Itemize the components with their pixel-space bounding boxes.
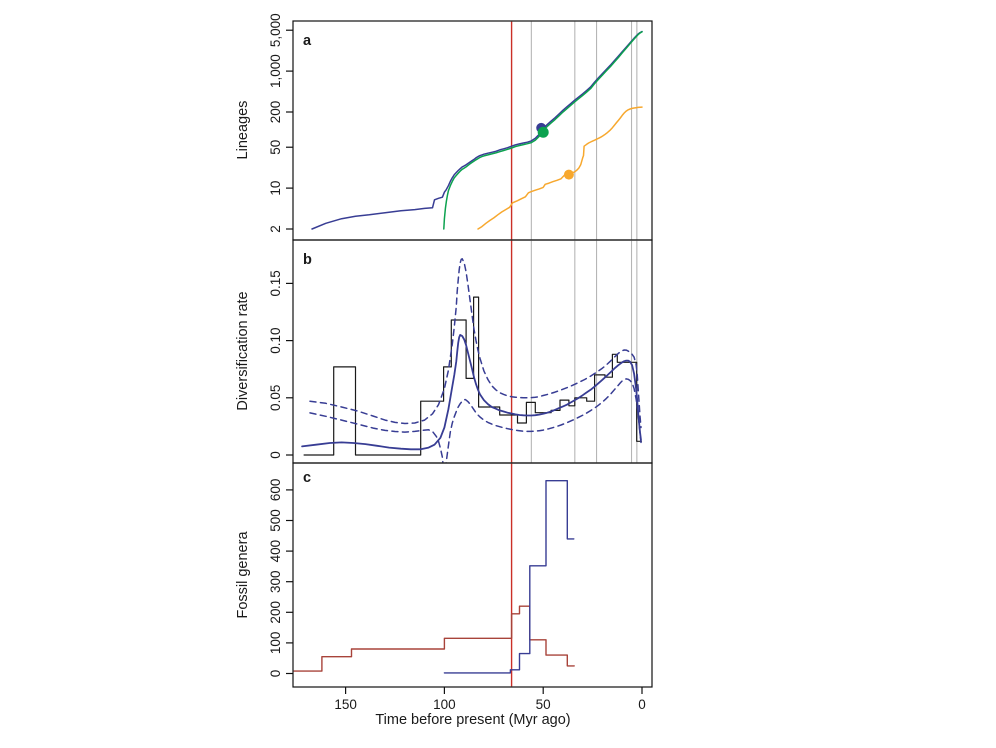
rate-lower-ci-curve bbox=[309, 378, 642, 463]
y-tick-label: 200 bbox=[268, 601, 283, 624]
y-tick-label: 0.15 bbox=[268, 270, 283, 296]
y-tick-label: 100 bbox=[268, 632, 283, 655]
panel-label-a: a bbox=[303, 33, 312, 49]
y-tick-label: 300 bbox=[268, 570, 283, 593]
fossil-genera-all-record-curve bbox=[293, 605, 575, 672]
fossil-lineages-ltt-curve bbox=[477, 106, 643, 230]
y-tick-label: 500 bbox=[268, 509, 283, 532]
y-tick-label: 50 bbox=[268, 140, 283, 155]
fossil-genera-crown-groups-curve bbox=[443, 480, 575, 674]
orange-calibration-dot bbox=[563, 169, 574, 180]
y-tick-label: 0 bbox=[268, 670, 283, 678]
total-phylogeny-ltt-curve bbox=[311, 30, 643, 230]
green-calibration-dot bbox=[537, 126, 549, 138]
y-tick-label: 5,000 bbox=[268, 13, 283, 47]
y-tick-label: 400 bbox=[268, 540, 283, 563]
y-tick-label: 0.10 bbox=[268, 327, 283, 353]
panel-c-border bbox=[292, 462, 653, 688]
y-tick-label: 0.05 bbox=[268, 385, 283, 411]
y-tick-label: 2 bbox=[268, 225, 283, 233]
rate-mean-curve bbox=[301, 334, 642, 451]
x-axis-title: Time before present (Myr ago) bbox=[375, 712, 571, 728]
y-tick-label: 200 bbox=[268, 101, 283, 124]
x-tick-label: 50 bbox=[536, 697, 551, 712]
rate-upper-ci-curve bbox=[309, 258, 642, 429]
panel-b-content bbox=[301, 240, 642, 463]
panel-c-content bbox=[293, 463, 575, 687]
y-tick-label: 1,000 bbox=[268, 54, 283, 88]
x-tick-label: 0 bbox=[638, 697, 646, 712]
rate-histogram-curve bbox=[303, 296, 642, 456]
panel-b-border bbox=[292, 239, 653, 464]
y-tick-label: 10 bbox=[268, 181, 283, 196]
y-tick-label: 600 bbox=[268, 479, 283, 502]
x-tick-label: 100 bbox=[433, 697, 456, 712]
panel-a-border bbox=[292, 20, 653, 241]
panel-label-c: c bbox=[303, 470, 312, 486]
molecular-phylogeny-ltt-curve bbox=[443, 31, 643, 230]
x-tick-label: 150 bbox=[334, 697, 357, 712]
y-tick-label: 0 bbox=[268, 451, 283, 459]
panel-a-content bbox=[311, 21, 643, 240]
panel-label-b: b bbox=[303, 252, 312, 268]
